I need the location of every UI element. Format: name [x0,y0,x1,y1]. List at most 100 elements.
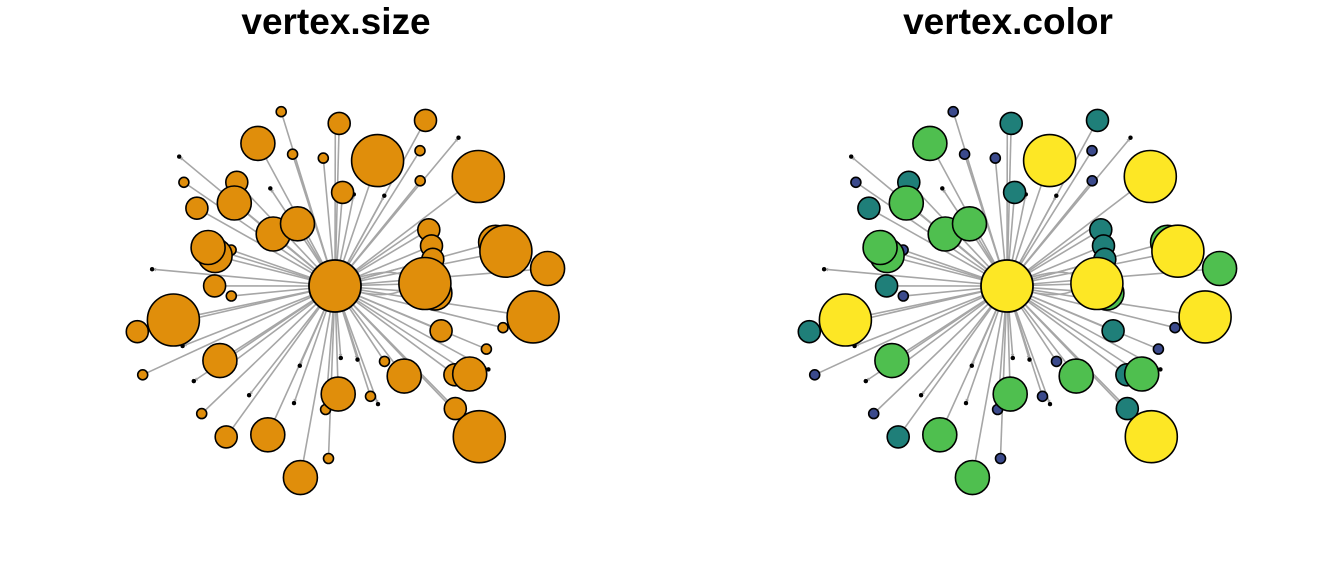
vertex [291,400,297,406]
vertex [1201,250,1238,287]
vertex [414,144,426,157]
edge [873,285,1008,415]
center-vertex [980,259,1034,313]
vertex [918,392,924,398]
vertex [202,274,227,298]
edge [1006,137,1132,287]
edge [952,111,1008,287]
vertex [808,368,821,381]
edge [971,285,1008,478]
vertex [1123,356,1160,392]
vertex [317,152,330,164]
vertex [246,392,252,398]
vertex [863,378,869,384]
edge [182,285,336,347]
edge [1006,175,1151,287]
vertex [963,400,969,406]
vertex [1070,256,1124,311]
vertex [330,180,355,205]
vertex [529,250,566,287]
vertex [1178,290,1232,344]
vertex [940,186,945,191]
vertex [382,193,387,198]
vertex [1022,133,1077,188]
vertex [1151,224,1205,278]
vertex [1050,355,1063,368]
edge [334,285,456,410]
vertex [1124,409,1179,464]
vertex [1123,149,1178,204]
vertex [451,356,488,392]
vertex [386,358,423,394]
vertex [185,196,209,220]
vertex [999,111,1024,136]
network-graph [797,105,1238,496]
edge [334,285,489,371]
center-vertex [308,259,362,313]
vertex [355,357,360,362]
vertices [797,105,1238,496]
network-graph [125,105,566,496]
vertex [874,274,899,298]
vertex [947,105,960,118]
vertex [818,293,873,347]
vertex [327,111,352,136]
vertex [1115,396,1140,421]
vertex [1047,401,1053,407]
vertex [1169,321,1181,334]
panel-vertex-size: vertex.size [125,1,566,496]
vertex [874,342,910,379]
edge [824,268,1008,287]
vertex [136,368,149,381]
vertex [797,319,822,344]
edge [897,285,1008,438]
vertex [375,401,381,407]
vertex [480,343,493,355]
vertex [497,321,509,334]
vertex [1101,318,1125,343]
vertex [1036,390,1049,403]
vertex [954,459,991,496]
vertex [452,409,507,464]
vertex [1085,108,1110,133]
vertex [202,342,238,379]
edge [280,111,336,287]
vertex [149,266,155,272]
vertex [506,290,560,344]
vertex [275,105,288,118]
edge [201,285,336,415]
edge [334,175,479,287]
vertex [443,396,468,421]
vertex [456,135,461,140]
vertex [451,149,506,204]
vertex [249,416,286,453]
vertex [850,176,862,189]
vertex [989,152,1002,164]
edge [1006,285,1161,371]
vertex [214,425,238,449]
vertex [992,376,1029,412]
vertex [958,148,971,160]
edge [225,285,336,438]
vertex [216,185,253,221]
vertex [286,148,299,160]
vertex [867,407,880,420]
vertices [125,105,566,496]
vertex [479,224,533,278]
vertex [857,196,881,220]
vertex [190,229,226,266]
edge [267,285,336,436]
vertex [862,229,898,266]
vertex [320,376,357,412]
vertex [191,378,197,384]
vertex [994,452,1007,465]
edge [1006,285,1128,410]
vertex [279,206,316,242]
panel-title: vertex.color [903,1,1113,42]
vertex [897,290,910,302]
edge [334,137,460,287]
vertex [297,363,303,368]
vertex [1086,175,1099,187]
vertex [282,459,319,496]
vertex [398,256,452,311]
